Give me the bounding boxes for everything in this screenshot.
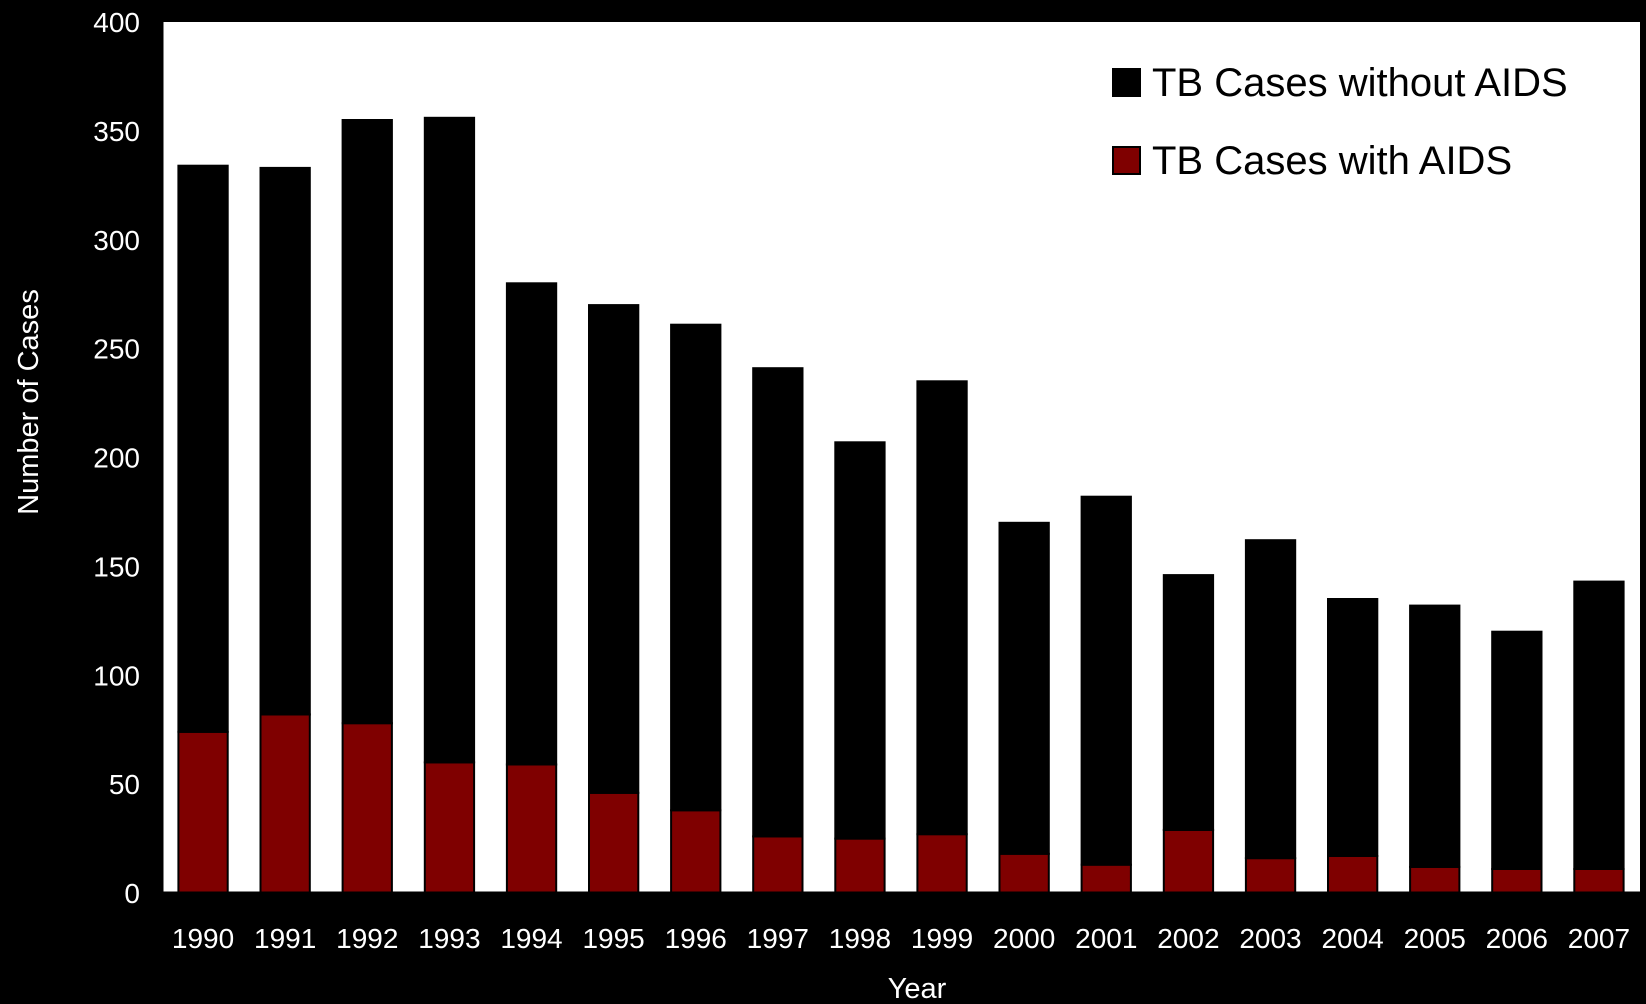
x-tick-label: 1997: [747, 923, 809, 954]
bar-without-aids-2007: [1573, 580, 1625, 870]
x-tick-label: 2006: [1486, 923, 1548, 954]
bar-without-aids-1992: [341, 119, 393, 725]
bar-with-aids-1990: [177, 730, 229, 895]
y-tick-label: 250: [93, 334, 140, 365]
bar-with-aids-2007: [1573, 868, 1625, 894]
legend: TB Cases without AIDS TB Cases with AIDS: [1112, 61, 1568, 183]
legend-swatch-with-aids: [1112, 146, 1141, 175]
bar-with-aids-1992: [341, 722, 393, 895]
x-ticks-group: 1990 1991 1992 1993 1994 1995 1996 1997 1998 1999…: [160, 893, 1642, 954]
bar-without-aids-2005: [1409, 604, 1461, 868]
x-tick-label: 1999: [911, 923, 973, 954]
legend-swatch-without-aids: [1112, 68, 1141, 97]
bar-with-aids-1991: [259, 713, 311, 895]
y-axis-title: Number of Cases: [13, 289, 45, 515]
legend-label-without-aids: TB Cases without AIDS: [1152, 61, 1568, 105]
bar-with-aids-2001: [1080, 863, 1132, 895]
x-tick-label: 1991: [254, 923, 316, 954]
bars-group: [177, 116, 1625, 895]
bar-with-aids-1995: [588, 791, 640, 894]
bar-without-aids-1990: [177, 164, 229, 733]
legend-label-with-aids: TB Cases with AIDS: [1152, 139, 1512, 183]
bar-with-aids-2006: [1491, 868, 1543, 894]
y-tick-label: 0: [124, 878, 140, 909]
bar-with-aids-1997: [752, 835, 804, 895]
x-tick-label: 2003: [1239, 923, 1301, 954]
bar-with-aids-1999: [916, 833, 968, 895]
bar-without-aids-1994: [505, 282, 558, 766]
y-tick-label: 200: [93, 443, 140, 474]
x-tick-label: 1998: [829, 923, 891, 954]
bar-without-aids-1995: [588, 304, 640, 794]
x-tick-label: 2007: [1568, 923, 1630, 954]
bar-without-aids-2000: [998, 521, 1050, 855]
plot-area: [162, 22, 1640, 893]
bar-with-aids-2004: [1327, 855, 1379, 894]
bar-with-aids-1998: [834, 837, 886, 894]
x-tick-label: 2001: [1075, 923, 1137, 954]
bar-without-aids-1996: [670, 323, 722, 812]
bar-with-aids-1993: [423, 761, 476, 895]
y-tick-label: 300: [93, 225, 140, 256]
bar-with-aids-1996: [670, 809, 722, 894]
x-tick-label: 1996: [665, 923, 727, 954]
x-tick-label: 1990: [172, 923, 234, 954]
bar-without-aids-2004: [1327, 598, 1379, 857]
x-tick-label: 1995: [582, 923, 644, 954]
x-tick-label: 2004: [1321, 923, 1383, 954]
bar-without-aids-1999: [916, 380, 968, 836]
x-tick-label: 1993: [418, 923, 480, 954]
x-tick-label: 2005: [1404, 923, 1466, 954]
y-tick-label: 350: [93, 116, 140, 147]
bar-without-aids-1997: [752, 367, 804, 838]
bar-without-aids-2002: [1162, 574, 1215, 831]
x-tick-label: 2000: [993, 923, 1055, 954]
bar-with-aids-2005: [1409, 865, 1461, 895]
y-ticks-group: 0 50 100 150 200 250 300 350 400: [93, 7, 162, 909]
bar-without-aids-2001: [1080, 495, 1132, 866]
bar-without-aids-2003: [1244, 539, 1297, 860]
y-tick-label: 400: [93, 7, 140, 38]
bar-with-aids-2003: [1244, 857, 1297, 895]
bar-without-aids-2006: [1491, 630, 1543, 871]
bar-without-aids-1993: [423, 116, 476, 764]
x-tick-label: 1992: [336, 923, 398, 954]
x-tick-label: 1994: [500, 923, 562, 954]
bar-with-aids-2000: [998, 852, 1050, 894]
bar-without-aids-1991: [259, 166, 311, 716]
x-tick-label: 2002: [1157, 923, 1219, 954]
bar-without-aids-1998: [834, 441, 886, 840]
y-tick-label: 50: [109, 769, 140, 800]
bar-with-aids-1994: [505, 763, 558, 894]
y-tick-label: 100: [93, 660, 140, 691]
bar-with-aids-2002: [1162, 828, 1215, 895]
y-tick-label: 150: [93, 551, 140, 582]
x-axis-title: Year: [888, 973, 947, 1004]
